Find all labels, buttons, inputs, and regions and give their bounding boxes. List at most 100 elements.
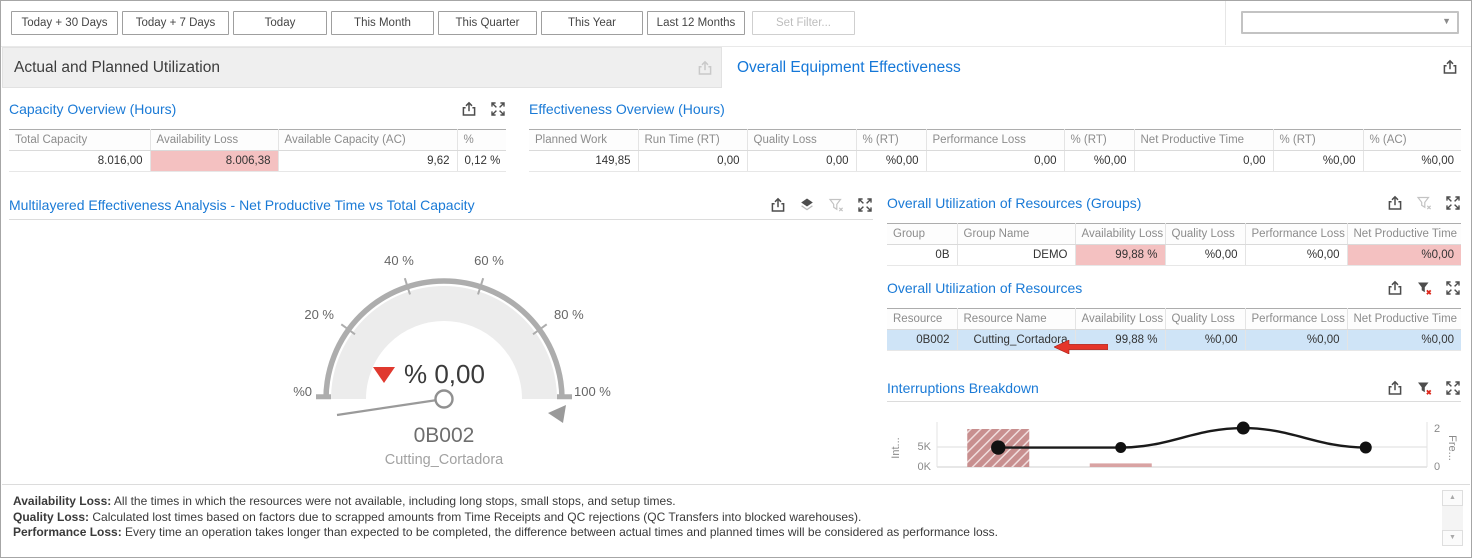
gauge-tick-40: 40 %	[384, 253, 414, 268]
panel-title: Interruptions Breakdown	[887, 380, 1039, 396]
cell-quality-loss: %0,00	[1165, 244, 1246, 266]
resource-dropdown[interactable]: ▼	[1241, 11, 1459, 34]
gauge-needle	[336, 397, 445, 417]
filter-button-this-quarter[interactable]: This Quarter	[438, 11, 537, 35]
column-header[interactable]: Net Productive Time	[1347, 308, 1461, 330]
column-header[interactable]: Available Capacity (AC)	[278, 129, 458, 151]
tab-right-label: Overall Equipment Effectiveness	[737, 58, 961, 76]
export-icon[interactable]	[1387, 380, 1403, 396]
clear-filter-active-icon[interactable]	[1416, 380, 1432, 396]
column-header[interactable]: Resource Name	[957, 308, 1076, 330]
cell-resource-name: Cutting_Cortadora	[957, 329, 1076, 351]
cell-performance-loss: 0,00	[926, 150, 1065, 172]
panel-interruptions-breakdown: Interruptions Breakdown Int... 0K 5K	[887, 375, 1461, 480]
expand-icon[interactable]	[857, 197, 873, 213]
filter-button-today-7[interactable]: Today + 7 Days	[122, 11, 229, 35]
column-header[interactable]: Run Time (RT)	[638, 129, 748, 151]
export-icon[interactable]	[1387, 195, 1403, 211]
filter-button-today[interactable]: Today	[233, 11, 327, 35]
table-header-row: Resource Resource Name Availability Loss…	[887, 308, 1461, 330]
chevron-down-icon: ▼	[1442, 16, 1451, 26]
column-header[interactable]: Quality Loss	[1165, 223, 1246, 245]
column-header[interactable]: %	[457, 129, 506, 151]
cell-run-time: 0,00	[638, 150, 748, 172]
gauge-tick-20: 20 %	[304, 307, 334, 322]
column-header[interactable]: Group	[887, 223, 958, 245]
column-header[interactable]: Availability Loss	[150, 129, 279, 151]
export-icon[interactable]	[1442, 59, 1458, 75]
table-header-row: Planned Work Run Time (RT) Quality Loss …	[529, 129, 1461, 151]
expand-icon[interactable]	[1445, 380, 1461, 396]
cell-net-productive-time: %0,00	[1347, 329, 1461, 351]
cell-availability-loss: 99,88 %	[1075, 244, 1166, 266]
table-row[interactable]: 149,85 0,00 0,00 %0,00 0,00 %0,00 0,00 %…	[529, 150, 1461, 172]
export-icon[interactable]	[697, 60, 713, 76]
decrease-indicator-icon	[373, 367, 395, 383]
tab-actual-planned-utilization[interactable]: Actual and Planned Utilization	[2, 47, 722, 88]
clear-filter-icon[interactable]	[828, 197, 844, 213]
resources-table: Resource Resource Name Availability Loss…	[887, 308, 1461, 351]
column-header[interactable]: % (RT)	[1064, 129, 1135, 151]
panel-multilayered-analysis: Multilayered Effectiveness Analysis - Ne…	[9, 190, 873, 480]
gauge-tick-60: 60 %	[474, 253, 504, 268]
expand-icon[interactable]	[490, 101, 506, 117]
column-header[interactable]: % (RT)	[1273, 129, 1364, 151]
expand-icon[interactable]	[1445, 195, 1461, 211]
left-axis-tick: 5K	[918, 441, 932, 453]
column-header[interactable]: Availability Loss	[1075, 308, 1166, 330]
column-header[interactable]: Resource	[887, 308, 958, 330]
filter-button-last-12-months[interactable]: Last 12 Months	[647, 11, 745, 35]
clear-filter-active-icon[interactable]	[1416, 280, 1432, 296]
vertical-scrollbar[interactable]: ▲ ▼	[1442, 490, 1463, 546]
table-row-selected[interactable]: 0B002 Cutting_Cortadora 99,88 % %0,00 %0…	[887, 329, 1461, 351]
expand-icon[interactable]	[1445, 280, 1461, 296]
filter-button-today-30[interactable]: Today + 30 Days	[11, 11, 118, 35]
cell-available-capacity: 9,62	[278, 150, 458, 172]
left-axis-label: Int...	[890, 437, 902, 458]
cell-percent-ac: %0,00	[1363, 150, 1461, 172]
panel-title: Capacity Overview (Hours)	[9, 101, 177, 117]
export-icon[interactable]	[461, 101, 477, 117]
column-header[interactable]: Net Productive Time	[1347, 223, 1461, 245]
column-header[interactable]: Quality Loss	[1165, 308, 1246, 330]
scroll-up-button[interactable]: ▲	[1442, 490, 1463, 506]
right-axis-label: Fre...	[1446, 435, 1458, 461]
panel-title: Multilayered Effectiveness Analysis - Ne…	[9, 196, 475, 213]
column-header[interactable]: Performance Loss	[1245, 308, 1348, 330]
column-header[interactable]: Total Capacity	[9, 129, 151, 151]
column-header[interactable]: Performance Loss	[1245, 223, 1348, 245]
export-icon[interactable]	[1387, 280, 1403, 296]
column-header[interactable]: Net Productive Time	[1134, 129, 1274, 151]
cell-quality-loss: %0,00	[1165, 329, 1246, 351]
scroll-down-button[interactable]: ▼	[1442, 530, 1463, 546]
column-header[interactable]: Group Name	[957, 223, 1076, 245]
layers-icon[interactable]	[799, 197, 815, 213]
cell-net-productive-time: 0,00	[1134, 150, 1274, 172]
set-filter-button[interactable]: Set Filter...	[752, 11, 855, 35]
capacity-overview-table: Total Capacity Availability Loss Availab…	[9, 129, 506, 172]
column-header[interactable]: % (RT)	[856, 129, 927, 151]
column-header[interactable]: Performance Loss	[926, 129, 1065, 151]
cell-resource: 0B002	[887, 329, 958, 351]
table-row[interactable]: 8.016,00 8.006,38 9,62 0,12 %	[9, 150, 506, 172]
cell-percent-rt: %0,00	[1064, 150, 1135, 172]
column-header[interactable]: Availability Loss	[1075, 223, 1166, 245]
column-header[interactable]: Planned Work	[529, 129, 639, 151]
export-icon[interactable]	[770, 197, 786, 213]
column-header[interactable]: Quality Loss	[747, 129, 857, 151]
filter-button-this-month[interactable]: This Month	[331, 11, 434, 35]
clear-filter-icon[interactable]	[1416, 195, 1432, 211]
table-row[interactable]: 0B DEMO 99,88 % %0,00 %0,00 %0,00	[887, 244, 1461, 266]
cell-performance-loss: %0,00	[1245, 329, 1348, 351]
footnote-line: Quality Loss: Calculated lost times base…	[13, 509, 862, 524]
gauge-resource-code: 0B002	[414, 424, 475, 447]
panel-utilization-resources: Overall Utilization of Resources Resourc…	[887, 275, 1461, 354]
tab-left-label: Actual and Planned Utilization	[14, 58, 220, 76]
gauge-hub	[434, 389, 454, 409]
tab-overall-equipment-effectiveness[interactable]: Overall Equipment Effectiveness	[723, 47, 1470, 88]
groups-table: Group Group Name Availability Loss Quali…	[887, 223, 1461, 266]
panel-title: Overall Utilization of Resources (Groups…	[887, 195, 1142, 211]
filter-button-this-year[interactable]: This Year	[541, 11, 643, 35]
gauge-value: % 0,00	[404, 359, 485, 389]
column-header[interactable]: % (AC)	[1363, 129, 1461, 151]
